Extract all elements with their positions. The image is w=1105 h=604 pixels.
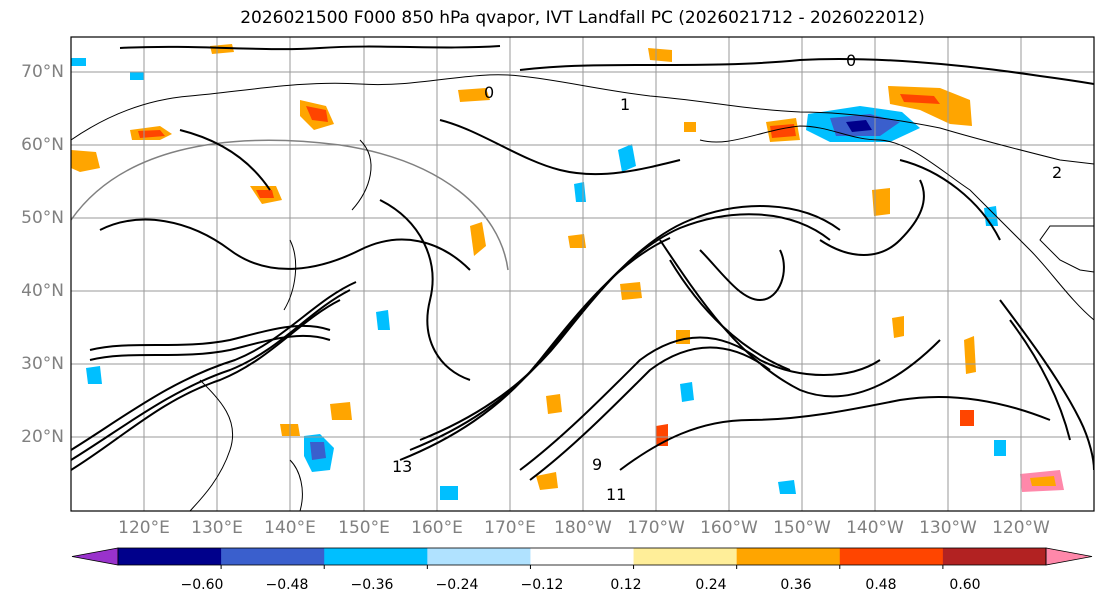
colorbar-segment bbox=[221, 548, 325, 565]
colorbar-segment bbox=[942, 548, 1047, 565]
lon-label-180w: 180°W bbox=[554, 518, 612, 538]
map-frame bbox=[70, 36, 1095, 512]
coastlines bbox=[71, 74, 1094, 511]
colorbar-tick-label: 0.48 bbox=[865, 577, 897, 593]
lon-label-140e: 140°E bbox=[264, 518, 316, 538]
lon-label-130e: 130°E bbox=[191, 518, 243, 538]
lon-label-130w: 130°W bbox=[919, 518, 977, 538]
colorbar-segments bbox=[71, 547, 1093, 569]
contour-label-11: 11 bbox=[606, 485, 626, 504]
colorbar-tick-label: −0.48 bbox=[265, 577, 309, 593]
colorbar-tick-label: 0.12 bbox=[610, 577, 642, 593]
lon-label-150w: 150°W bbox=[773, 518, 831, 538]
colorbar-extend-low bbox=[71, 547, 119, 566]
lat-label-60n: 60°N bbox=[21, 135, 64, 155]
map-title: 2026021500 F000 850 hPa qvapor, IVT Land… bbox=[240, 8, 925, 28]
colorbar-extend-high bbox=[1045, 547, 1093, 566]
contour-label-0b: 0 bbox=[484, 83, 494, 102]
contour-label-1: 1 bbox=[620, 95, 630, 114]
lon-label-140w: 140°W bbox=[846, 518, 904, 538]
colorbar-tick-label: 0.36 bbox=[780, 577, 812, 593]
colorbar-segment bbox=[324, 548, 428, 565]
lon-label-170w: 170°W bbox=[627, 518, 685, 538]
colorbar-segment bbox=[427, 548, 531, 565]
lon-label-120e: 120°E bbox=[118, 518, 170, 538]
colorbar-tick-label: 0.60 bbox=[949, 577, 981, 593]
colorbar-tick-label: −0.12 bbox=[520, 577, 564, 593]
shaded-field bbox=[71, 44, 1064, 500]
colorbar-tick-label: −0.60 bbox=[180, 577, 224, 593]
lat-label-40n: 40°N bbox=[21, 281, 64, 301]
lat-label-20n: 20°N bbox=[21, 427, 64, 447]
lon-label-120w: 120°W bbox=[992, 518, 1050, 538]
colorbar-segment bbox=[633, 548, 738, 565]
contour-label-9: 9 bbox=[592, 455, 602, 474]
colorbar-tick-label: 0.24 bbox=[695, 577, 727, 593]
colorbar-segment bbox=[736, 548, 841, 565]
colorbar-frame bbox=[117, 547, 1047, 566]
lon-label-160e: 160°E bbox=[411, 518, 463, 538]
contour-label-2: 2 bbox=[1052, 163, 1062, 182]
lat-label-50n: 50°N bbox=[21, 208, 64, 228]
contour-lines bbox=[71, 45, 1094, 481]
lat-label-70n: 70°N bbox=[21, 62, 64, 82]
contour-labels: 0 0 1 2 9 11 13 bbox=[392, 51, 1062, 504]
contour-label-0: 0 bbox=[846, 51, 856, 70]
region-outline bbox=[71, 139, 509, 271]
colorbar-tick-label: −0.36 bbox=[350, 577, 394, 593]
colorbar-segment bbox=[118, 548, 222, 565]
contour-label-13: 13 bbox=[392, 457, 412, 476]
colorbar-segment bbox=[839, 548, 944, 565]
colorbar-segment bbox=[530, 548, 635, 565]
lat-label-30n: 30°N bbox=[21, 354, 64, 374]
lon-label-170e: 170°E bbox=[484, 518, 536, 538]
colorbar-tick-label: −0.24 bbox=[435, 577, 479, 593]
lon-label-150e: 150°E bbox=[338, 518, 390, 538]
lon-label-160w: 160°W bbox=[700, 518, 758, 538]
